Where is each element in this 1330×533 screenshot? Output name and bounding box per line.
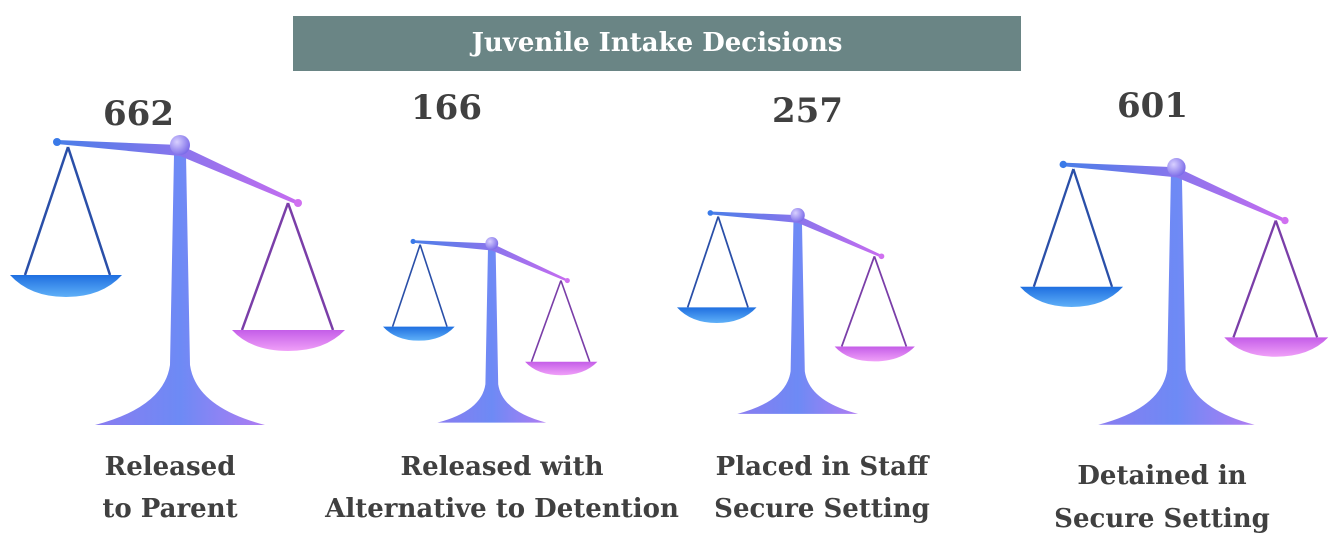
item-value: 166 — [411, 88, 482, 128]
title: Juvenile Intake Decisions — [470, 28, 843, 58]
item-label: Placed in Staff — [716, 452, 930, 482]
scale-icon — [8, 133, 347, 427]
item-value: 662 — [103, 94, 174, 134]
scale-icon — [1018, 156, 1330, 426]
item-label: Secure Setting — [714, 494, 930, 524]
item-value: 257 — [772, 91, 843, 131]
item-label: Released with — [401, 452, 604, 482]
scale-icon — [676, 207, 916, 415]
item-label: Alternative to Detention — [324, 494, 679, 524]
item-label: to Parent — [102, 494, 237, 524]
item-label: Detained in — [1077, 461, 1246, 491]
title-bar — [293, 16, 1021, 71]
item-label: Secure Setting — [1054, 504, 1270, 533]
item-value: 601 — [1117, 86, 1188, 126]
item-label: Released — [105, 452, 236, 482]
scale-icon — [382, 236, 599, 424]
